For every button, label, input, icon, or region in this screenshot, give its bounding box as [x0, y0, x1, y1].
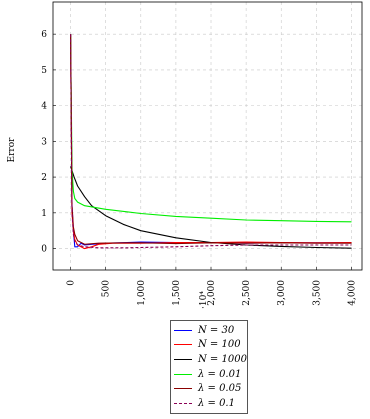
- y-tick-label: 0: [41, 245, 47, 255]
- legend-item: λ = 0.1: [174, 396, 244, 411]
- legend-item: N = 30: [174, 323, 244, 338]
- legend-label: N = 30: [198, 324, 235, 336]
- grid: [53, 2, 362, 270]
- x-tick-label: 3,500: [312, 280, 322, 306]
- x-axis-scale-note: ·10⁴: [199, 291, 209, 309]
- legend-item: λ = 0.05: [174, 381, 244, 396]
- legend-swatch: [174, 344, 192, 346]
- x-tick-label: 4,000: [347, 280, 357, 306]
- legend-swatch: [174, 329, 192, 331]
- legend-swatch: [174, 402, 192, 404]
- legend-swatch: [174, 388, 192, 390]
- y-axis-ticks: 0 1 2 3 4 5 6: [41, 30, 56, 255]
- legend-item: N = 1000: [174, 352, 247, 367]
- series-line: [70, 34, 352, 223]
- legend-item: λ = 0.01: [174, 367, 244, 382]
- legend-label: λ = 0.05: [198, 383, 242, 395]
- legend-swatch: [174, 373, 192, 375]
- series-line: [70, 34, 352, 245]
- y-tick-label: 6: [41, 30, 47, 40]
- legend: N = 30 N = 100 N = 1000 λ = 0.01 λ = 0.05 λ =…: [170, 320, 248, 414]
- legend-label: N = 1000: [198, 353, 247, 365]
- x-tick-label: 1,000: [137, 280, 147, 306]
- series-line: [70, 34, 352, 249]
- legend-item: N = 100: [174, 338, 244, 353]
- series-lines: [70, 34, 352, 250]
- x-axis-ticks: 0 500 1,000 1,500 2,000 2,500 3,000 3,500 4,000: [67, 267, 357, 306]
- y-tick-label: 5: [41, 66, 47, 76]
- y-axis-label: Error: [7, 137, 17, 163]
- y-tick-label: 1: [41, 209, 47, 219]
- x-tick-label: 0: [67, 280, 77, 286]
- legend-swatch: [174, 358, 192, 360]
- y-tick-label: 4: [41, 102, 47, 112]
- plot-frame: [52, 1, 363, 271]
- legend-label: λ = 0.1: [198, 397, 235, 409]
- x-tick-label: 3,000: [277, 280, 287, 306]
- x-tick-label: 2,000: [207, 280, 217, 306]
- x-tick-label: 2,500: [242, 280, 252, 306]
- y-tick-label: 2: [41, 173, 47, 183]
- legend-label: λ = 0.01: [198, 368, 242, 380]
- legend-label: N = 100: [198, 339, 241, 351]
- y-tick-label: 3: [41, 137, 47, 147]
- x-tick-label: 500: [102, 280, 112, 297]
- x-tick-label: 1,500: [172, 280, 182, 306]
- series-line: [70, 166, 352, 249]
